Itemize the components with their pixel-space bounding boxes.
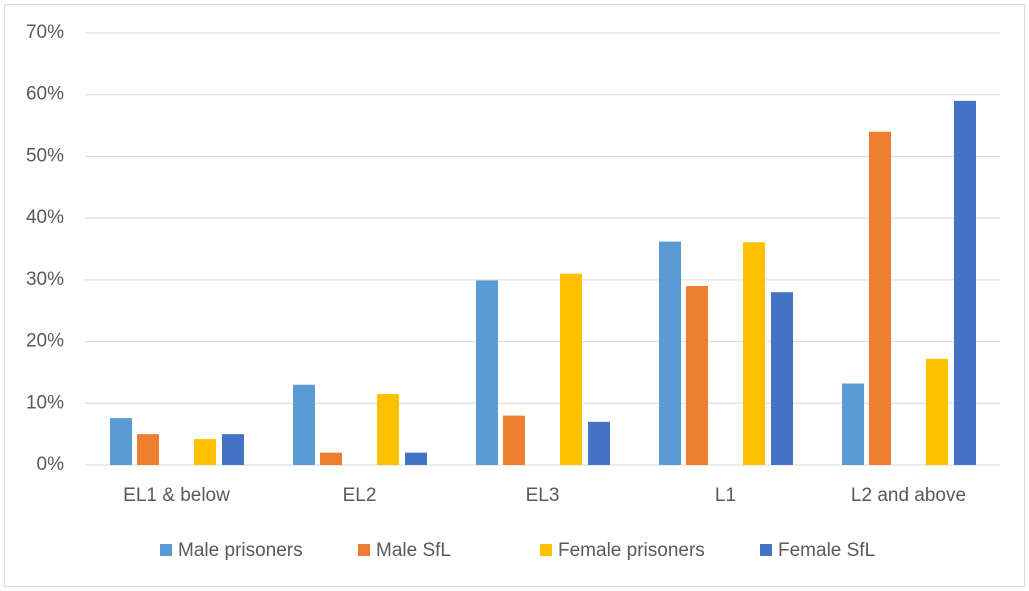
y-tick-label: 70%: [26, 22, 64, 43]
legend-swatch: [358, 544, 370, 556]
bar: [293, 384, 315, 465]
legend-label: Male SfL: [376, 540, 451, 561]
bar: [503, 415, 525, 465]
legend-label: Female prisoners: [558, 540, 705, 561]
bar: [320, 452, 342, 465]
bar: [137, 434, 159, 465]
bar: [588, 421, 610, 465]
bar: [926, 358, 948, 465]
x-tick-label: EL2: [343, 485, 377, 506]
legend-swatch: [160, 544, 172, 556]
bar: [476, 280, 498, 465]
bar: [560, 273, 582, 465]
x-tick-label: EL1 & below: [123, 485, 230, 506]
legend-label: Male prisoners: [178, 540, 303, 561]
bar: [743, 242, 765, 465]
y-tick-label: 30%: [26, 269, 64, 290]
legend-swatch: [540, 544, 552, 556]
bar: [377, 394, 399, 465]
bar: [659, 241, 681, 465]
y-tick-label: 20%: [26, 331, 64, 352]
bar: [842, 383, 864, 465]
chart-border: [4, 4, 1025, 587]
bar: [954, 100, 976, 465]
bar: [869, 131, 891, 465]
x-tick-label: L1: [715, 485, 736, 506]
legend-swatch: [760, 544, 772, 556]
bar: [771, 292, 793, 465]
y-tick-label: 0%: [37, 454, 65, 475]
y-tick-label: 40%: [26, 207, 64, 228]
y-tick-label: 10%: [26, 392, 64, 413]
x-tick-label: EL3: [526, 485, 560, 506]
x-tick-label: L2 and above: [851, 485, 966, 506]
y-tick-label: 60%: [26, 84, 64, 105]
y-tick-label: 50%: [26, 145, 64, 166]
legend-label: Female SfL: [778, 540, 875, 561]
bar: [405, 452, 427, 465]
bar: [194, 439, 216, 465]
bar: [222, 434, 244, 465]
bar: [110, 418, 132, 465]
bar: [686, 286, 708, 465]
